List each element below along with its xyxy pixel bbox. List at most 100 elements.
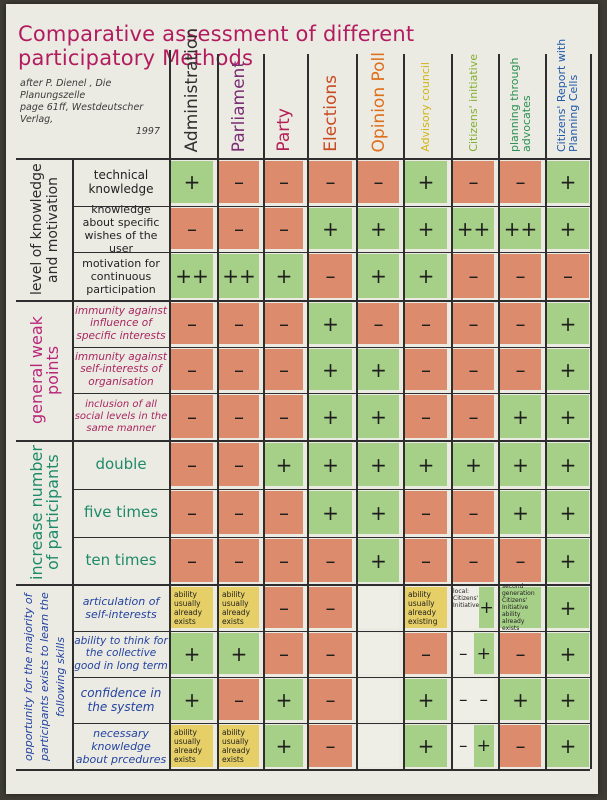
rating-cell: – — [171, 443, 213, 486]
column-header-parliament: Parliament — [218, 52, 260, 152]
rating-cell: – — [453, 491, 494, 534]
source-line-1: after P. Dienel , Die Planungszelle — [20, 78, 112, 101]
rating-cell: + — [547, 587, 589, 628]
rating-cell: – — [453, 161, 494, 203]
column-header-label: Citizens' Report with Planning Cells — [555, 38, 580, 152]
rating-cell: – — [309, 254, 352, 298]
group-label-text: increase number of participants — [27, 445, 62, 580]
column-header-citizens-initiative: Citizens' initiative — [452, 28, 495, 152]
grid-line-horizontal — [16, 300, 590, 302]
rating-cell: – — [500, 254, 541, 298]
rating-cell: + — [405, 679, 447, 720]
rating-cell: + — [547, 443, 589, 486]
rating-cell: – — [265, 633, 303, 674]
rating-cell: – — [219, 208, 259, 249]
rating-cell: – — [219, 491, 259, 534]
rating-cell: + — [309, 443, 352, 486]
rating-cell: – — [405, 395, 447, 438]
grid-line-vertical — [263, 54, 265, 769]
rating-cell: + — [171, 161, 213, 203]
rating-cell: – – — [453, 679, 494, 720]
rating-cell: local: Citizens' Initiative + — [453, 586, 494, 629]
rating-cell: ++ — [219, 254, 259, 298]
source-line-2: page 61ff, Westdeutscher Verlag, — [20, 102, 144, 125]
grid-line-vertical — [169, 50, 171, 769]
rating-cell: ability usually already exists — [171, 725, 213, 767]
rating-cell: – — [547, 254, 589, 298]
rating-cell: ++ — [171, 254, 213, 298]
grid-line-horizontal — [72, 723, 590, 724]
grid-line-vertical — [217, 54, 219, 769]
rating-cell — [358, 587, 399, 628]
rating-cell: – — [265, 303, 303, 344]
criterion-label: immunity against influence of specific i… — [75, 304, 167, 342]
rating-cell: + — [405, 443, 447, 486]
rating-cell: + — [358, 443, 399, 486]
rating-cell: – — [500, 161, 541, 203]
rating-cell: + — [405, 208, 447, 249]
rating-cell: + — [547, 679, 589, 720]
rating-cell: – — [265, 587, 303, 628]
rating-cell — [358, 679, 399, 720]
rating-cell: + — [547, 395, 589, 438]
group-label-text: opportunity for the majority of particip… — [22, 592, 67, 762]
rating-cell: – — [219, 443, 259, 486]
rating-cell: – — [171, 208, 213, 249]
rating-cell: + — [547, 161, 589, 203]
grid-line-horizontal — [72, 631, 590, 632]
rating-cell: – — [265, 395, 303, 438]
column-header-label: Elections — [320, 75, 341, 152]
rating-cell: + — [405, 161, 447, 203]
rating-cell: + — [547, 208, 589, 249]
rating-cell: – — [265, 208, 303, 249]
grid-line-horizontal — [72, 252, 590, 253]
rating-half-right: + — [473, 633, 494, 674]
rating-cell: + — [265, 679, 303, 720]
page-title: Comparative assessment of different part… — [18, 22, 415, 70]
rating-half-left: – — [453, 679, 474, 720]
column-header-label: Opinion Poll — [368, 51, 389, 152]
rating-half-right: + — [479, 587, 494, 628]
grid-line-horizontal — [72, 347, 590, 348]
rating-cell: – — [309, 161, 352, 203]
rating-half-left: local: Citizens' Initiative — [453, 586, 479, 629]
rating-cell: + — [265, 254, 303, 298]
grid-line-horizontal — [16, 769, 590, 771]
source-citation: after P. Dienel , Die Planungszelle page… — [20, 78, 168, 138]
rating-cell: + — [265, 725, 303, 767]
column-header-party: Party — [264, 52, 304, 152]
grid-line-vertical — [356, 54, 358, 769]
rating-cell: + — [309, 491, 352, 534]
grid-line-vertical — [545, 54, 547, 769]
grid-line-vertical — [498, 54, 500, 769]
rating-cell: – — [358, 303, 399, 344]
rating-cell: + — [405, 254, 447, 298]
rating-cell: – — [265, 491, 303, 534]
rating-cell: + — [309, 349, 352, 390]
rating-half-right: – — [473, 679, 494, 720]
column-header-administration: Administration — [170, 28, 214, 152]
rating-half-left: – — [453, 633, 474, 674]
rating-cell: ability usually already exists — [171, 587, 213, 628]
column-header-elections: Elections — [308, 52, 353, 152]
group-label: opportunity for the majority of particip… — [20, 586, 70, 768]
rating-cell: – — [265, 161, 303, 203]
rating-cell: – — [358, 161, 399, 203]
criterion-label: inclusion of all social levels in the sa… — [74, 398, 168, 434]
column-header-label: Parliament — [229, 60, 249, 152]
rating-cell: + — [309, 208, 352, 249]
rating-cell: – — [500, 349, 541, 390]
grid-line-horizontal — [16, 158, 590, 160]
rating-cell: + — [219, 633, 259, 674]
rating-cell: – — [219, 539, 259, 582]
rating-cell: – — [171, 303, 213, 344]
criterion-label: immunity against self-interests of organ… — [75, 350, 167, 388]
column-header-label: Party — [274, 108, 294, 152]
grid-line-horizontal — [72, 206, 590, 207]
criterion-label: knowledge about specific wishes of the u… — [82, 202, 160, 255]
grid-line-vertical — [451, 54, 453, 769]
rating-cell: – — [405, 633, 447, 674]
rating-cell: second generation Citizens' Initiative a… — [500, 583, 541, 632]
rating-cell: – — [171, 539, 213, 582]
grid-line-horizontal — [72, 537, 590, 538]
